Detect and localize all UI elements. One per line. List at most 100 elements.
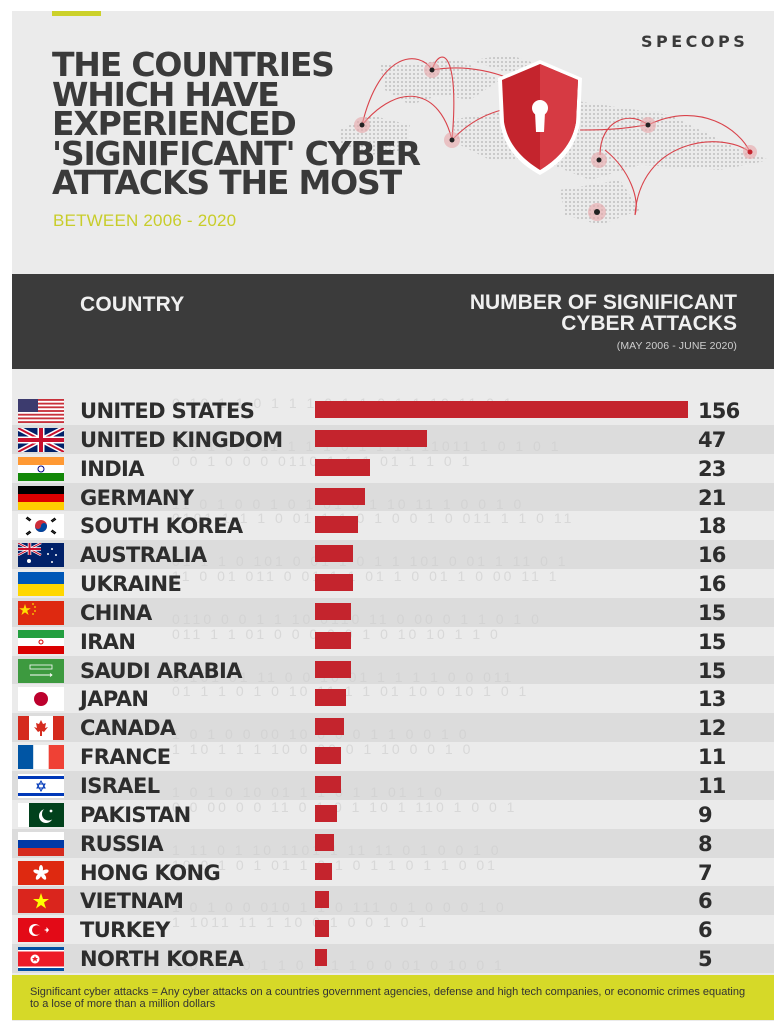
attack-count-value: 9: [698, 802, 713, 827]
country-name: UNITED KINGDOM: [80, 427, 283, 452]
saudi-arabia-flag-icon: [18, 658, 64, 683]
table-row: 11 0 1 0 0 1 0 1 01 0 1 10 11 1 0 0 1 0G…: [12, 482, 774, 512]
north-korea-flag-icon: [18, 947, 64, 972]
binary-background: 011 1 1 01 0 0 0 0 0 1 0 10 10 1 1 0: [172, 626, 501, 642]
attack-count-bar: [315, 689, 347, 707]
iran-flag-icon: [18, 629, 64, 654]
table-row: 1 0 1 0 10 01 1 1 0 1 1 01 1 0 ISRAEL 11: [12, 770, 774, 800]
attack-count-bar: [315, 747, 342, 765]
attack-count-value: 156: [698, 399, 740, 423]
date-range: (MAY 2006 - JUNE 2020): [616, 340, 737, 352]
attack-count-value: 13: [698, 687, 726, 712]
attacks-header-line1: NUMBER OF SIGNIFICANT: [469, 291, 737, 314]
attack-count-bar: [315, 545, 354, 563]
attack-count-value: 16: [698, 543, 726, 568]
country-name: CHINA: [80, 600, 152, 625]
attack-count-bar: [315, 775, 342, 793]
binary-background: 1 1011 11 1 10 0 1 0 0 1 0 1: [172, 915, 430, 931]
binary-background: 1 0 1 0 10 01 1 1 0 1 1 01 1 0: [172, 783, 445, 800]
binary-background: 0110 0 0 1 1 10 0110 11 0 00 0 1 1 0 1 0: [172, 610, 542, 627]
attacks-column-header: NUMBER OF SIGNIFICANT CYBER ATTACKS: [470, 292, 737, 334]
attack-count-value: 11: [698, 773, 726, 798]
india-flag-icon: [18, 456, 64, 481]
vietnam-flag-icon: [18, 889, 64, 914]
binary-background: 10 0 1 0 1 01 1 0 1 0 1 1 0 1 1 0 01: [172, 857, 498, 873]
binary-background: 1 11 0 1 10 1101 1 11 11 0 1 0 0 1 0: [172, 841, 502, 858]
attack-count-value: 15: [698, 600, 726, 625]
attack-count-bar: [315, 458, 370, 476]
attack-count-value: 11: [698, 745, 726, 770]
attack-count-bar: [315, 862, 332, 880]
china-flag-icon: [18, 600, 64, 625]
specops-logo: SPECOPS: [641, 32, 749, 51]
attack-count-value: 21: [698, 485, 726, 510]
binary-background: 1 0 0 0 0 1 1 0 1 1 1 0 0 01 0 10 0 1: [172, 957, 505, 973]
binary-background: 0 0 1 0 0 0 0110 1 1 1 01 1 1 0 1: [172, 453, 473, 469]
country-name: INDIA: [80, 456, 144, 481]
attack-count-bar: [315, 429, 428, 447]
attack-count-bar: [315, 574, 354, 592]
country-name: RUSSIA: [80, 831, 164, 856]
table-row: 0 0 00 0 0 11 0 1 0 1 10 1 110 1 0 0 1 PA…: [12, 800, 774, 829]
attack-count-value: 12: [698, 716, 726, 741]
attack-count-bar: [315, 718, 344, 736]
binary-background: 11 0 1 0 0 1 0 1 01 0 1 10 11 1 0 0 1 0: [172, 495, 525, 512]
attack-count-bar: [315, 401, 688, 418]
attack-count-bar: [315, 949, 327, 967]
binary-background: 1 0 1 0 0 00 10 0 0 0 1 1 0 0 1 0: [172, 726, 470, 743]
attack-count-value: 8: [698, 831, 713, 856]
country-rows: 0 10 1 1 0 1 1 1 0 1 1 0 1 1 10 11 0 1UN…: [12, 396, 774, 973]
attack-count-bar: [315, 804, 337, 822]
attack-count-value: 6: [698, 889, 713, 914]
binary-background: 11 0 01 011 0 01 1 1 01 1 0 01 1 0 00 11…: [172, 569, 560, 585]
uk-flag-icon: [18, 427, 64, 452]
title-line: EXPERIENCED: [52, 104, 297, 143]
page-title: THE COUNTRIES WHICH HAVE EXPERIENCED 'SI…: [52, 48, 421, 202]
south-korea-flag-icon: [18, 514, 64, 539]
binary-background: 1 10 1 1 1 10 0 00 0 1 10 0 0 1 0: [172, 742, 474, 758]
russia-flag-icon: [18, 831, 64, 856]
attack-count-value: 16: [698, 572, 726, 597]
table-row: 011 1 1 01 0 0 0 0 0 1 0 10 10 1 1 0 IRAN…: [12, 627, 774, 656]
us-flag-icon: [18, 399, 64, 423]
binary-background: 0 0 00 0 0 11 0 1 0 1 10 1 110 1 0 0 1: [172, 799, 518, 815]
attack-count-bar: [315, 602, 351, 620]
turkey-flag-icon: [18, 918, 64, 943]
attack-count-bar: [315, 920, 330, 938]
table-header: COUNTRY NUMBER OF SIGNIFICANT CYBER ATTA…: [12, 274, 774, 369]
country-name: SAUDI ARABIA: [80, 658, 242, 683]
table-row: 1 11 0 1 10 1101 1 11 11 0 1 0 0 1 0 RUSS…: [12, 828, 774, 858]
target-markers-icon: [354, 62, 757, 221]
subtitle: BETWEEN 2006 - 2020: [53, 211, 237, 230]
binary-background: 0101 1 1 1 0 01 1 1 0 1 0 0 1 0 011 1 1 …: [172, 511, 575, 527]
france-flag-icon: [18, 745, 64, 770]
table-row: 01 1 1 0 1 0 10 11 1 1 01 10 0 10 1 0 1 J…: [12, 684, 774, 713]
attack-count-bar: [315, 516, 359, 534]
country-name: HONG KONG: [80, 860, 221, 885]
title-line: ATTACKS THE MOST: [52, 163, 402, 202]
country-name: FRANCE: [80, 745, 171, 770]
footnote: Significant cyber attacks = Any cyber at…: [12, 975, 774, 1020]
table-row: 0 10 1 1 0 1 1 1 0 1 1 0 1 1 10 11 0 1UN…: [12, 396, 774, 425]
footnote-text: Significant cyber attacks = Any cyber at…: [30, 986, 746, 1010]
accent-bar: [52, 11, 101, 16]
table-row: 0110 0 0 1 1 10 0110 11 0 00 0 1 1 0 1 0…: [12, 597, 774, 627]
country-name: CANADA: [80, 716, 176, 741]
world-map-illustration: [340, 55, 770, 225]
country-name: ISRAEL: [80, 773, 160, 798]
attack-count-bar: [315, 833, 335, 851]
country-name: TURKEY: [80, 918, 170, 943]
country-name: NORTH KOREA: [80, 947, 244, 972]
title-line: WHICH HAVE: [52, 74, 280, 114]
country-name: IRAN: [80, 629, 136, 654]
country-name: JAPAN: [80, 687, 149, 712]
table-row: 1 0 1 0 1 11 1 1 1 0 1 1 11 11011 1 0 1 …: [12, 424, 774, 454]
table-row: 0 101 01 11 0 0 10 01 1 1 1 1 0 0 011SAU…: [12, 655, 774, 685]
germany-flag-icon: [18, 485, 64, 510]
country-name: SOUTH KOREA: [80, 514, 243, 539]
pakistan-flag-icon: [18, 802, 64, 827]
shield-lock-icon: [498, 60, 582, 175]
attack-count-value: 15: [698, 658, 726, 683]
